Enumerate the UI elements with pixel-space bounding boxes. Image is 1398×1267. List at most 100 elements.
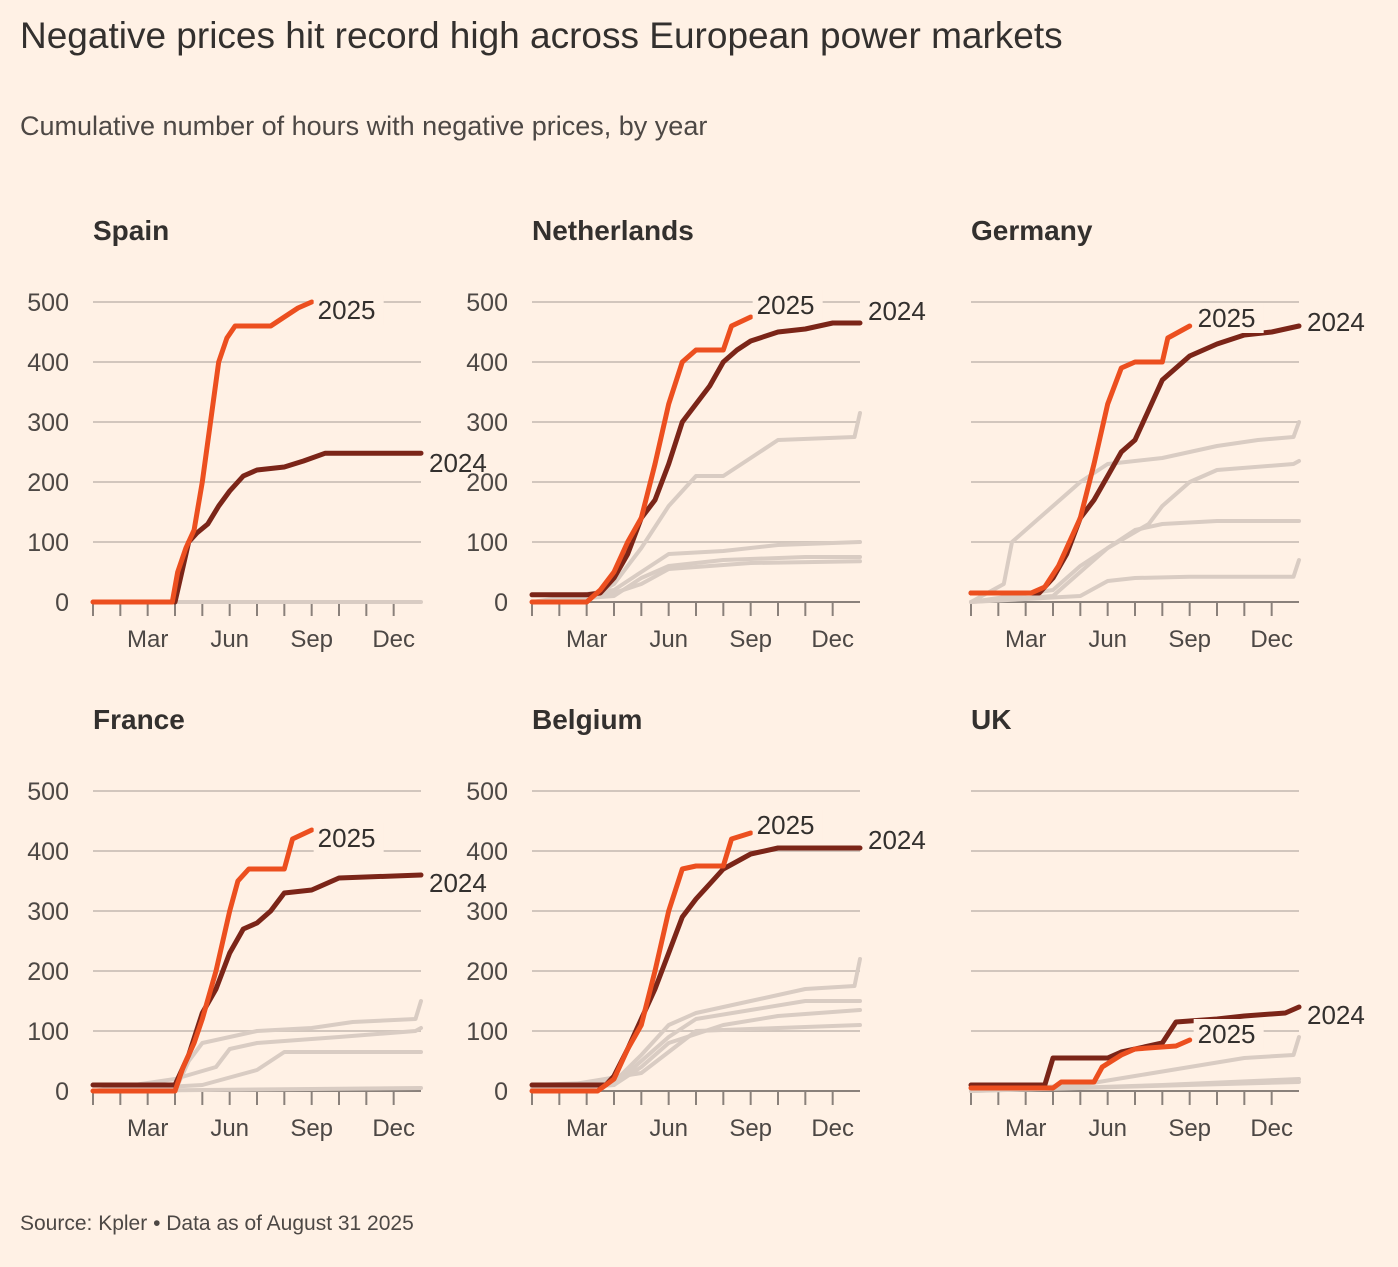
series-label-2025: 2025 bbox=[318, 823, 376, 853]
series-label-2025: 2025 bbox=[1198, 1019, 1256, 1049]
y-tick-label: 200 bbox=[27, 469, 69, 497]
source-note: Source: Kpler • Data as of August 31 202… bbox=[20, 1212, 414, 1235]
series-label-2024: 2024 bbox=[429, 868, 487, 898]
series-label-bg bbox=[425, 448, 495, 479]
panels: Spain 0 100 200 300 400 500 Mar Jun Sep Dec 2024 202… bbox=[27, 215, 1373, 1142]
panel-title: Netherlands bbox=[532, 215, 694, 246]
x-tick-label: Jun bbox=[1088, 1115, 1127, 1142]
series-line-other bbox=[530, 411, 862, 604]
x-tick-label: Dec bbox=[372, 1115, 415, 1142]
y-tick-label: 0 bbox=[494, 589, 508, 617]
x-tick-label: Mar bbox=[1005, 1115, 1046, 1142]
series-label-2025: 2025 bbox=[757, 810, 815, 840]
series-line-other bbox=[530, 555, 862, 604]
x-tick-label: Dec bbox=[372, 626, 415, 653]
y-tick-label: 500 bbox=[466, 289, 508, 317]
x-tick-label: Mar bbox=[566, 626, 607, 653]
x-tick-label: Mar bbox=[127, 1115, 168, 1142]
x-tick-label: Sep bbox=[729, 626, 772, 653]
x-tick-label: Jun bbox=[210, 626, 249, 653]
series-line-2025 bbox=[90, 827, 315, 1094]
panel-title: Belgium bbox=[532, 704, 642, 735]
series-label-bg bbox=[752, 810, 823, 840]
series-label-2025: 2025 bbox=[318, 295, 376, 325]
x-tick-label: Jun bbox=[649, 1115, 688, 1142]
y-tick-label: 100 bbox=[466, 1018, 508, 1046]
series-line-other bbox=[91, 999, 423, 1093]
panel-title: Germany bbox=[971, 215, 1093, 246]
y-tick-label: 500 bbox=[27, 778, 69, 806]
series-line-other bbox=[530, 1023, 862, 1093]
panel-spain: Spain 0 100 200 300 400 500 Mar Jun Sep Dec 2024 202… bbox=[27, 215, 495, 653]
series-line-other bbox=[969, 558, 1301, 604]
panel-france: France 0 100 200 300 400 500 Mar Jun Sep Dec 2024 20… bbox=[27, 704, 495, 1142]
x-tick-label: Sep bbox=[1168, 626, 1211, 653]
series-line-2025 bbox=[529, 830, 754, 1094]
series-label-bg bbox=[313, 295, 384, 325]
series-line-other bbox=[969, 519, 1301, 604]
series-label-bg bbox=[1303, 1000, 1373, 1030]
panel-title: France bbox=[93, 704, 185, 735]
y-tick-label: 200 bbox=[27, 958, 69, 986]
series-label-2024: 2024 bbox=[868, 825, 926, 855]
series-label-bg bbox=[425, 868, 495, 898]
panel-title: Spain bbox=[93, 215, 169, 246]
y-tick-label: 100 bbox=[27, 1018, 69, 1046]
series-line-other bbox=[91, 1026, 423, 1093]
series-line-2025 bbox=[968, 1037, 1193, 1091]
x-tick-label: Jun bbox=[649, 626, 688, 653]
chart-subtitle: Cumulative number of hours with negative… bbox=[20, 111, 707, 141]
y-tick-label: 400 bbox=[466, 838, 508, 866]
x-tick-label: Sep bbox=[290, 626, 333, 653]
series-label-bg bbox=[1193, 1019, 1264, 1049]
panel-netherlands: Netherlands 0 100 200 300 400 500 Mar Jun Sep Dec 2… bbox=[466, 215, 934, 653]
x-tick-label: Mar bbox=[566, 1115, 607, 1142]
x-tick-label: Dec bbox=[1250, 1115, 1293, 1142]
series-line-2024 bbox=[172, 450, 424, 605]
y-tick-label: 200 bbox=[466, 469, 508, 497]
series-line-2024 bbox=[529, 845, 863, 1088]
series-line-other bbox=[969, 459, 1301, 604]
series-line-other bbox=[969, 1035, 1301, 1093]
panel-germany: Germany Mar Jun Sep Dec 2024 2025 bbox=[968, 215, 1373, 653]
x-tick-label: Sep bbox=[290, 1115, 333, 1142]
series-line-2025 bbox=[529, 314, 754, 605]
x-tick-label: Sep bbox=[1168, 1115, 1211, 1142]
series-label-bg bbox=[864, 296, 934, 326]
series-label-bg bbox=[752, 290, 823, 320]
y-tick-label: 500 bbox=[466, 778, 508, 806]
series-line-other bbox=[530, 957, 862, 1087]
chart-title: Negative prices hit record high across E… bbox=[20, 15, 1063, 56]
x-tick-label: Mar bbox=[1005, 626, 1046, 653]
y-tick-label: 300 bbox=[466, 898, 508, 926]
y-tick-label: 100 bbox=[27, 529, 69, 557]
series-line-other bbox=[530, 1008, 862, 1093]
series-line-2025 bbox=[968, 323, 1193, 596]
y-tick-label: 100 bbox=[466, 529, 508, 557]
y-tick-label: 400 bbox=[27, 349, 69, 377]
y-tick-label: 200 bbox=[466, 958, 508, 986]
y-tick-label: 400 bbox=[27, 838, 69, 866]
x-tick-label: Dec bbox=[811, 1115, 854, 1142]
y-tick-label: 400 bbox=[466, 349, 508, 377]
series-label-2024: 2024 bbox=[868, 296, 926, 326]
series-label-2024: 2024 bbox=[1307, 1000, 1365, 1030]
x-tick-label: Jun bbox=[1088, 626, 1127, 653]
y-tick-label: 300 bbox=[27, 898, 69, 926]
panel-belgium: Belgium 0 100 200 300 400 500 Mar Jun Sep Dec 2024 2… bbox=[466, 704, 934, 1142]
series-line-2024 bbox=[529, 320, 863, 598]
y-tick-label: 0 bbox=[55, 1078, 69, 1106]
series-line-2024 bbox=[968, 1004, 1302, 1088]
series-line-2025 bbox=[90, 299, 315, 605]
series-label-2025: 2025 bbox=[1198, 303, 1256, 333]
y-tick-label: 0 bbox=[494, 1078, 508, 1106]
series-label-bg bbox=[864, 825, 934, 855]
y-tick-label: 300 bbox=[466, 409, 508, 437]
x-tick-label: Mar bbox=[127, 626, 168, 653]
x-tick-label: Dec bbox=[1250, 626, 1293, 653]
series-line-other bbox=[530, 540, 862, 604]
y-tick-label: 500 bbox=[27, 289, 69, 317]
series-label-2024: 2024 bbox=[1307, 307, 1365, 337]
series-label-2024: 2024 bbox=[429, 448, 487, 478]
